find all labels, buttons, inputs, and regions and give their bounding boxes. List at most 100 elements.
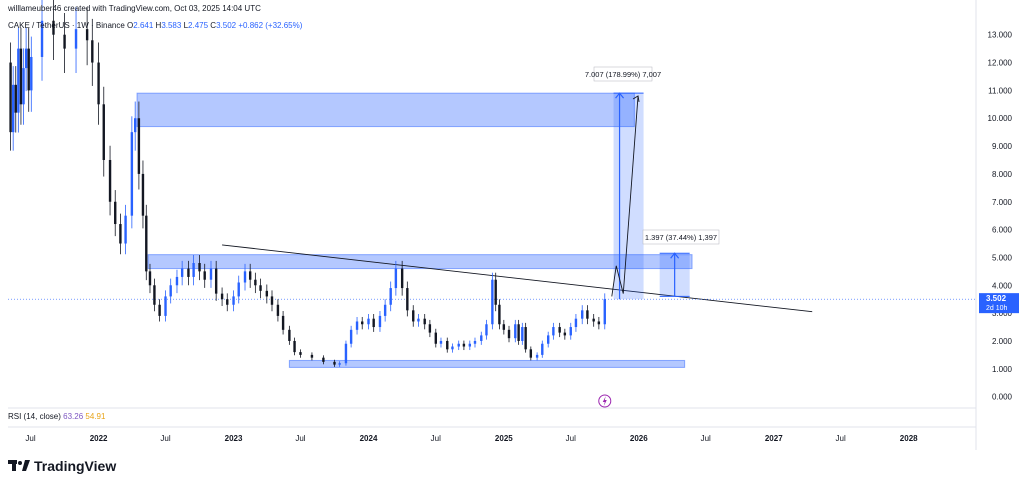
ohlc-legend: CAKE / TetherUS · 1W · Binance O2.641 H3… — [8, 21, 302, 30]
candle-body — [383, 304, 387, 316]
candle-body — [24, 48, 28, 69]
y-tick-label: 11.000 — [988, 86, 1012, 95]
candle-body — [276, 304, 280, 316]
candle-body — [141, 173, 145, 216]
candle-body — [22, 68, 25, 105]
rsi-legend[interactable]: RSI (14, close) 63.26 54.91 — [8, 412, 105, 421]
x-tick-label: 2025 — [495, 434, 513, 443]
candle-body — [541, 343, 544, 355]
candle-body — [187, 268, 190, 277]
candle-body — [480, 335, 483, 341]
candle-body — [214, 268, 218, 294]
close-value: 3.502 — [216, 21, 237, 30]
tradingview-logo-icon — [8, 460, 30, 471]
candle-body — [586, 310, 589, 319]
candle-body — [17, 48, 20, 113]
candle-body — [288, 329, 291, 341]
candle-body — [547, 335, 550, 344]
candle-body — [91, 40, 94, 63]
candle-body — [349, 329, 353, 344]
candle-body — [97, 62, 100, 105]
candle-body — [40, 20, 44, 57]
candle-body — [265, 290, 269, 297]
candle-body — [130, 132, 134, 216]
candle-body — [19, 48, 23, 105]
x-tick-label: 2028 — [900, 434, 918, 443]
candle-body — [367, 318, 370, 325]
candle-body — [85, 29, 89, 41]
candle-body — [372, 318, 375, 328]
candle-body — [192, 263, 195, 277]
candle-body — [462, 343, 466, 347]
candle-body — [603, 299, 606, 325]
candle-body — [338, 363, 341, 365]
low-label: L — [183, 21, 189, 30]
candle-body — [102, 104, 105, 160]
y-tick-label: 4.000 — [992, 281, 1013, 290]
y-tick-label: 9.000 — [992, 142, 1013, 151]
lightning-icon — [602, 396, 607, 406]
candle-body — [507, 329, 511, 339]
candle-body — [248, 271, 252, 280]
candle-body — [226, 299, 229, 305]
candle-body — [491, 279, 494, 325]
candle-body — [502, 324, 506, 330]
symbol-label[interactable]: CAKE / TetherUS · 1W · Binance — [8, 21, 125, 30]
candle-body — [517, 324, 520, 341]
support-resistance-zone — [136, 92, 635, 128]
tradingview-logo-text: TradingView — [34, 458, 117, 474]
x-tick-label: Jul — [836, 434, 846, 443]
open-label: O — [127, 21, 134, 30]
candle-body — [310, 354, 314, 358]
candle-body — [451, 346, 454, 350]
candle-body — [439, 340, 443, 344]
candle-body — [521, 327, 524, 341]
candle-body — [30, 56, 33, 91]
candle-body — [524, 327, 527, 350]
candle-body — [209, 268, 213, 280]
candle-body — [63, 34, 66, 49]
candle-body — [428, 324, 432, 333]
candle-body — [27, 48, 30, 91]
measure-label-box — [593, 66, 653, 82]
candle-body — [281, 315, 285, 330]
candle-body — [394, 268, 398, 289]
candle-body — [124, 215, 127, 244]
candle-body — [299, 352, 302, 355]
candle-body — [259, 285, 262, 291]
candle-body — [148, 271, 152, 286]
measure-label: 7.007 (178.99%) 7,007 — [585, 70, 661, 79]
y-tick-label: 10.000 — [988, 114, 1013, 123]
x-tick-label: 2024 — [360, 434, 378, 443]
y-tick-label: 13.000 — [988, 31, 1013, 40]
candle-body — [485, 324, 488, 336]
candle-body — [14, 84, 17, 113]
candle-body — [164, 296, 167, 316]
rsi-value: 63.26 — [63, 412, 84, 421]
candle-body — [232, 296, 235, 305]
high-value: 3.583 — [161, 21, 182, 30]
candle-body — [400, 268, 404, 289]
y-tick-label: 6.000 — [992, 226, 1013, 235]
candle-body — [243, 271, 247, 283]
candle-body — [361, 321, 364, 325]
chart-credit: willlameuber46 created with TradingView.… — [8, 4, 261, 13]
price-tag — [979, 293, 1019, 314]
x-tick-label: Jul — [566, 434, 576, 443]
x-tick-label: 2022 — [90, 434, 108, 443]
rsi-ma-value: 54.91 — [85, 412, 106, 421]
candle-body — [114, 201, 117, 225]
support-resistance-zone — [288, 359, 686, 368]
candle-body — [293, 340, 296, 353]
price-tag-countdown: 2d 10h — [986, 305, 1008, 312]
tradingview-logo[interactable]: TradingView — [8, 458, 116, 474]
descending-trendline — [222, 244, 813, 313]
high-label: H — [155, 21, 162, 30]
candle-body — [198, 263, 201, 272]
x-tick-label: 2027 — [765, 434, 783, 443]
measure-range-box — [613, 93, 644, 300]
candle-body — [344, 343, 348, 364]
candle-body — [498, 304, 501, 325]
y-tick-label: 3.000 — [992, 309, 1013, 318]
